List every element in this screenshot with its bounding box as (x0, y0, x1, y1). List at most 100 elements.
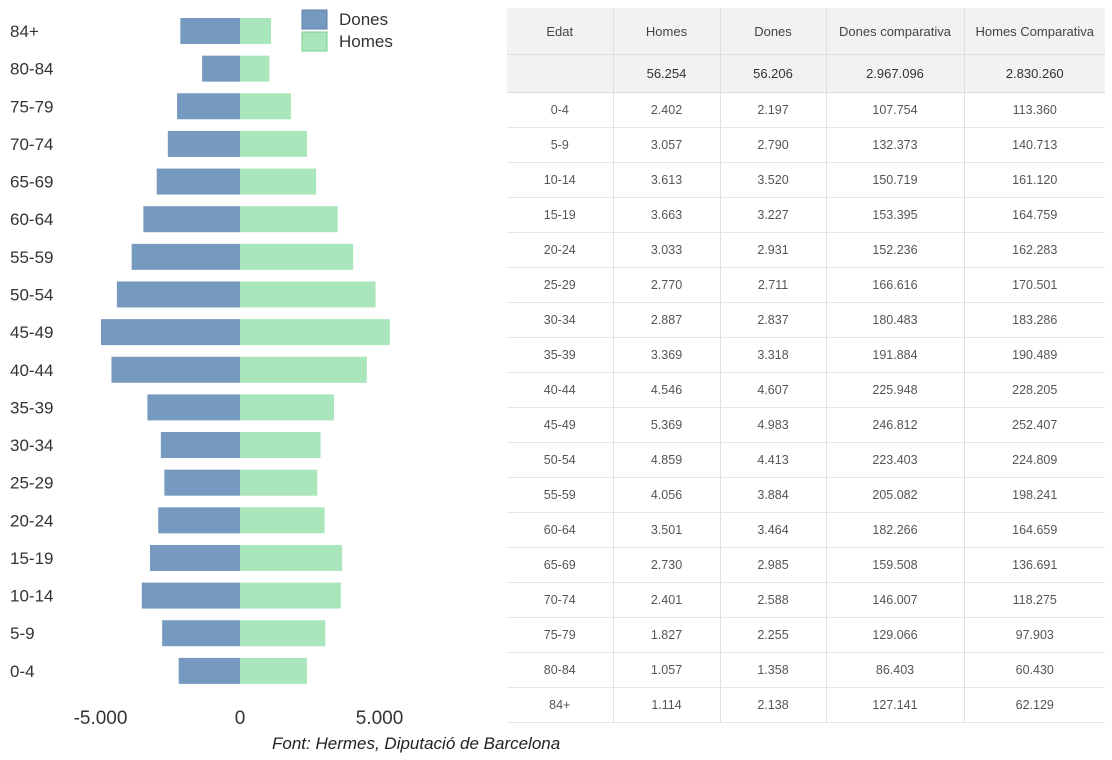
table-cell: 0-4 (507, 92, 613, 128)
table-cell: 198.241 (963, 477, 1105, 513)
column-header: Edat (507, 8, 613, 55)
y-tick-label: 65-69 (10, 173, 53, 192)
table-cell: 55-59 (507, 477, 613, 513)
totals-cell (507, 54, 613, 93)
table-cell: 80-84 (507, 652, 613, 688)
table-cell: 65-69 (507, 547, 613, 583)
totals-row: 56.254 56.206 2.967.096 2.830.260 (507, 54, 1105, 93)
table-row: 30-34 2.887 2.837 180.483 183.286 (507, 302, 1105, 338)
table-row: 60-64 3.501 3.464 182.266 164.659 (507, 512, 1105, 548)
table-cell: 2.138 (719, 687, 826, 723)
table-cell: 20-24 (507, 232, 613, 268)
table-cell: 86.403 (825, 652, 964, 688)
table-cell: 84+ (507, 687, 613, 723)
table-row: 65-69 2.730 2.985 159.508 136.691 (507, 547, 1105, 583)
table-cell: 3.318 (719, 337, 826, 373)
table-cell: 2.985 (719, 547, 826, 583)
table-cell: 97.903 (963, 617, 1105, 653)
table-cell: 246.812 (825, 407, 964, 443)
table-cell: 132.373 (825, 127, 964, 163)
bar-dones (100, 319, 240, 346)
table-cell: 2.931 (719, 232, 826, 268)
y-tick-label: 55-59 (10, 248, 53, 267)
table-cell: 40-44 (507, 372, 613, 408)
table-cell: 183.286 (963, 302, 1105, 338)
table-cell: 1.358 (719, 652, 826, 688)
table-cell: 1.827 (612, 617, 720, 653)
y-tick-label: 80-84 (10, 60, 53, 79)
bar-homes (240, 469, 318, 496)
table-cell: 162.283 (963, 232, 1105, 268)
y-tick-label: 60-64 (10, 210, 53, 229)
table-cell: 223.403 (825, 442, 964, 478)
totals-cell: 2.830.260 (963, 54, 1105, 93)
bar-dones (156, 168, 240, 195)
y-tick-label: 40-44 (10, 361, 53, 380)
bar-homes (240, 55, 270, 82)
legend-swatch-dones (301, 9, 328, 30)
table-cell: 152.236 (825, 232, 964, 268)
bar-homes (240, 394, 334, 421)
table-cell: 140.713 (963, 127, 1105, 163)
bar-homes (240, 620, 326, 647)
bar-homes (240, 93, 291, 120)
table-cell: 224.809 (963, 442, 1105, 478)
y-tick-label: 75-79 (10, 97, 53, 116)
table-cell: 3.501 (612, 512, 720, 548)
table-cell: 3.464 (719, 512, 826, 548)
table-cell: 107.754 (825, 92, 964, 128)
table-row: 75-79 1.827 2.255 129.066 97.903 (507, 617, 1105, 653)
table-cell: 2.837 (719, 302, 826, 338)
table-cell: 129.066 (825, 617, 964, 653)
column-header: Dones comparativa (825, 8, 964, 55)
table-cell: 60-64 (507, 512, 613, 548)
table-cell: 3.613 (612, 162, 720, 198)
bar-homes (240, 168, 317, 195)
bar-dones (116, 281, 240, 308)
table-cell: 2.770 (612, 267, 720, 303)
bar-dones (160, 432, 240, 459)
table-cell: 30-34 (507, 302, 613, 338)
bar-homes (240, 356, 367, 383)
table-row: 0-4 2.402 2.197 107.754 113.360 (507, 92, 1105, 128)
bar-dones (158, 507, 240, 534)
table-row: 50-54 4.859 4.413 223.403 224.809 (507, 442, 1105, 478)
table-cell: 1.057 (612, 652, 720, 688)
table-cell: 161.120 (963, 162, 1105, 198)
y-tick-label: 70-74 (10, 135, 53, 154)
y-tick-label: 45-49 (10, 323, 53, 342)
table-cell: 164.759 (963, 197, 1105, 233)
x-tick-label: -5.000 (74, 708, 128, 729)
bar-homes (240, 130, 307, 157)
table-cell: 3.227 (719, 197, 826, 233)
table-cell: 205.082 (825, 477, 964, 513)
legend-label-homes: Homes (339, 32, 393, 51)
table-row: 5-9 3.057 2.790 132.373 140.713 (507, 127, 1105, 163)
table-cell: 170.501 (963, 267, 1105, 303)
table-cell: 25-29 (507, 267, 613, 303)
legend-label-dones: Dones (339, 10, 388, 29)
bar-homes (240, 432, 321, 459)
table-cell: 4.056 (612, 477, 720, 513)
totals-cell: 56.254 (612, 54, 720, 93)
table-cell: 2.401 (612, 582, 720, 618)
table-cell: 225.948 (825, 372, 964, 408)
y-tick-label: 5-9 (10, 624, 35, 643)
table-cell: 5-9 (507, 127, 613, 163)
table-row: 25-29 2.770 2.711 166.616 170.501 (507, 267, 1105, 303)
bar-homes (240, 206, 338, 233)
table-cell: 2.711 (719, 267, 826, 303)
table-cell: 228.205 (963, 372, 1105, 408)
table-cell: 70-74 (507, 582, 613, 618)
table-cell: 190.489 (963, 337, 1105, 373)
legend-swatch-homes (301, 31, 328, 52)
bar-dones (180, 18, 240, 44)
population-pyramid-chart: 84+ 80-84 75-79 70-74 65-69 60-64 55-59 50-54 45… (10, 9, 403, 729)
table-cell: 2.255 (719, 617, 826, 653)
bar-dones (177, 93, 240, 120)
table-cell: 2.887 (612, 302, 720, 338)
table-cell: 2.588 (719, 582, 826, 618)
table-cell: 75-79 (507, 617, 613, 653)
table-cell: 118.275 (963, 582, 1105, 618)
table-cell: 3.884 (719, 477, 826, 513)
